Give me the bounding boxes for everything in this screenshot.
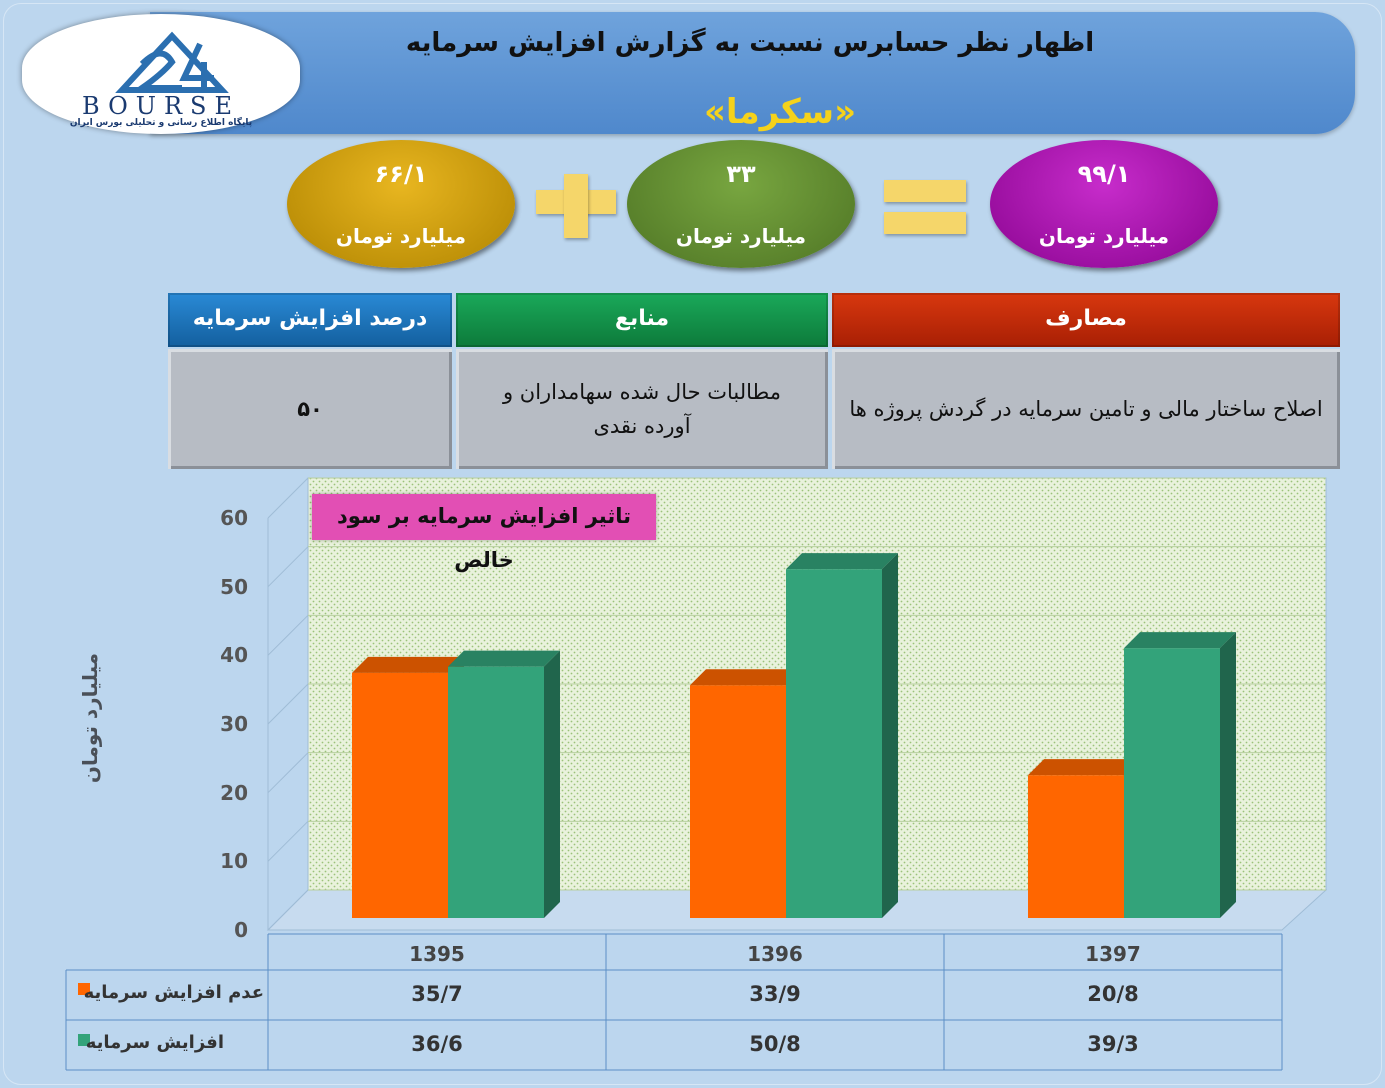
gridline-side: [267, 683, 309, 725]
cell-percent: ۵۰: [168, 349, 452, 469]
data-label: 35/7: [411, 982, 463, 1006]
equals-icon-bottom: [884, 212, 966, 234]
part-a-unit: میلیارد تومان: [675, 224, 807, 248]
oval-total: ۹۹/۱ میلیارد تومان: [990, 140, 1218, 268]
legend-no-increase: عدم افزایش سرمایه: [83, 982, 264, 1003]
bar-side: [544, 650, 560, 918]
plus-icon-vertical: [564, 174, 588, 238]
bar: [352, 672, 448, 918]
data-label: 39/3: [1087, 1032, 1139, 1056]
bourse24-logo: BOURSE پایگاه اطلاع رسانی و تحلیلی بورس …: [22, 14, 300, 134]
chart-data-table: [65, 933, 1283, 1071]
company-name: «سکرما»: [703, 92, 857, 132]
data-label: 20/8: [1087, 982, 1139, 1006]
y-tick-label: 40: [220, 643, 248, 668]
chart-title: تاثیر افزایش سرمایه بر سود خالص: [312, 494, 656, 572]
gridline-side: [267, 477, 309, 519]
bar: [690, 685, 786, 918]
y-tick-label: 0: [234, 918, 248, 942]
y-tick-label: 60: [220, 506, 248, 530]
bar-top: [1028, 759, 1140, 776]
page-title: اظهار نظر حسابرس نسبت به گزارش افزایش سر…: [405, 28, 1095, 58]
gridline-side: [267, 889, 309, 931]
cell-uses: اصلاح ساختار مالی و تامین سرمایه در گردش…: [832, 349, 1340, 469]
header-percent: درصد افزایش سرمایه: [168, 293, 452, 347]
data-label: 50/8: [749, 1032, 801, 1056]
chart-bars: [352, 553, 1236, 918]
bar-side: [1220, 632, 1236, 918]
logo-subtitle: پایگاه اطلاع رسانی و تحلیلی بورس ایران: [69, 118, 253, 128]
header-uses: مصارف: [832, 293, 1340, 347]
header-sources: منابع: [456, 293, 828, 347]
bar-top: [1124, 632, 1236, 649]
oval-part-a: ۳۳ میلیارد تومان: [627, 140, 855, 268]
gridline-side: [267, 820, 309, 862]
bar-side: [882, 553, 898, 918]
data-label: 33/9: [749, 982, 801, 1006]
bar: [1124, 648, 1220, 918]
y-tick-label: 50: [220, 574, 248, 599]
logo-word: BOURSE: [81, 92, 240, 120]
x-tick-label: 1397: [1085, 942, 1141, 966]
total-unit: میلیارد تومان: [1038, 224, 1170, 248]
bar-top: [352, 656, 464, 673]
gridline-side: [267, 752, 309, 794]
y-axis-label: میلیارد تومان: [78, 652, 102, 784]
part-a-value: ۳۳: [726, 160, 756, 188]
header-banner: اظهار نظر حسابرس نسبت به گزارش افزایش سر…: [150, 12, 1355, 134]
x-tick-label: 1395: [409, 942, 465, 966]
bar-top: [690, 669, 802, 686]
part-b-unit: میلیارد تومان: [335, 224, 467, 248]
legend-swatch-no-increase: [78, 983, 90, 995]
legend-swatch-increase: [78, 1034, 90, 1046]
bar: [786, 569, 882, 918]
bar-top: [448, 650, 560, 667]
gridline-side: [267, 614, 309, 656]
oval-part-b: ۶۶/۱ میلیارد تومان: [287, 140, 515, 268]
equals-icon: [884, 180, 966, 202]
bar: [1028, 775, 1124, 918]
y-tick-label: 20: [220, 780, 248, 805]
gridline-side: [267, 546, 309, 588]
legend-increase: افزایش سرمایه: [85, 1032, 224, 1053]
cell-sources: مطالبات حال شده سهامداران و آورده نقدی: [456, 349, 828, 469]
x-tick-label: 1396: [747, 942, 803, 966]
part-b-value: ۶۶/۱: [374, 160, 428, 188]
data-label: 36/6: [411, 1032, 463, 1056]
bar-top: [786, 553, 898, 570]
y-tick-label: 10: [220, 849, 248, 874]
bar: [448, 666, 544, 918]
logo-mark-icon: [115, 31, 229, 93]
total-value: ۹۹/۱: [1077, 160, 1131, 188]
y-tick-label: 30: [220, 712, 248, 736]
